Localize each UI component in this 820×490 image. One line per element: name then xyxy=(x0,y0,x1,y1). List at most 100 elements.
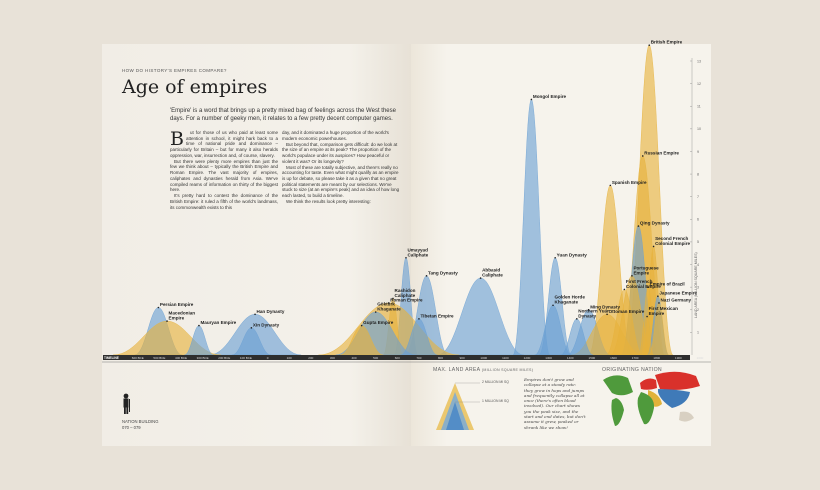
peak-dot-nazi-germany xyxy=(658,302,660,304)
body-paragraph: Most of these are totally subjective, an… xyxy=(282,164,400,199)
label-spanish-empire: Spanish Empire xyxy=(612,180,647,185)
peak-dot-qing-dynasty xyxy=(637,225,640,227)
label-yuan-dynasty: Yuan Dynasty xyxy=(557,252,588,257)
y-tick-label: 13 xyxy=(697,59,701,63)
x-tick-label: 2000 xyxy=(697,356,704,360)
timeline-axis: TIMELINE 600 BCE 500 BCE 400 BCE 300 BCE 200 … xyxy=(103,355,704,360)
x-tick-label: 500 xyxy=(373,356,378,360)
label-ming-dynasty: Ming Dynasty xyxy=(590,304,620,309)
article-intro: 'Empire' is a word that brings up a pret… xyxy=(170,108,396,122)
y-tick-label: 4 xyxy=(697,263,699,267)
x-tick-label: 1600 xyxy=(610,356,617,360)
label-second-french-colonial-empire: Second French Colonial Empire xyxy=(655,236,690,246)
peak-dot-spanish-empire xyxy=(609,184,612,187)
body-paragraph: ut for those of us who paid at least som… xyxy=(170,130,278,158)
y-tick-label: 5 xyxy=(697,240,699,244)
peak-dot-empire-of-brazil xyxy=(647,286,649,288)
peak-dot-abbasid-caliphate xyxy=(479,277,482,279)
peak-dot-british-empire xyxy=(648,44,651,46)
label-qing-dynasty: Qing Dynasty xyxy=(640,221,670,226)
label-northern-yuan-dynasty: Northern Yuan Dynasty xyxy=(578,308,610,318)
y-tick-label: 1 xyxy=(697,331,699,335)
peak-dot-first-mexican-empire xyxy=(646,315,648,318)
label-tang-dynasty: Tang Dynasty xyxy=(428,270,458,275)
body-paragraph: But there were plenty more empires than … xyxy=(170,158,278,193)
origin-title: ORIGINATING NATION xyxy=(602,367,662,373)
y-tick-label: 6 xyxy=(697,218,699,222)
label-tibetan-empire: Tibetan Empire xyxy=(420,313,454,318)
body-paragraph: It's pretty hard to contest the dominanc… xyxy=(170,193,278,210)
label-umayyad-caliphate: Umayyad Caliphate xyxy=(407,247,428,257)
label-british-empire: British Empire xyxy=(651,40,683,45)
peak-dot-mongol-empire xyxy=(530,98,533,101)
peak-dot-rashidon-caliphate xyxy=(392,297,394,300)
peak-dot-roman-empire xyxy=(387,302,390,304)
y-tick-label: 10 xyxy=(697,127,701,131)
legend-graphic xyxy=(102,361,711,430)
timeline-bar xyxy=(103,355,690,360)
x-tick-label: 200 xyxy=(308,356,313,360)
x-tick-label: 1800 xyxy=(653,356,660,360)
x-tick-label: 500 BCE xyxy=(153,356,165,360)
x-tick-label: 1000 xyxy=(480,356,487,360)
x-tick-label: 1900 xyxy=(675,356,682,360)
peak-dot-ming-dynasty xyxy=(587,308,590,311)
x-tick-label: 1100 xyxy=(502,356,509,360)
label-gupta-empire: Gupta Empire xyxy=(363,320,394,325)
peak-dot-second-french-colonial-empire xyxy=(652,245,655,248)
x-tick-label: 1700 xyxy=(632,356,639,360)
peak-dot-gupta-empire xyxy=(360,324,363,327)
x-tick-label: 1300 xyxy=(545,356,552,360)
soldier-icon xyxy=(123,393,130,414)
empire-labels: Persian Empire Macedonian Empire Mauryan Em… xyxy=(157,40,698,329)
x-tick-label: 600 BCE xyxy=(132,356,144,360)
article-kicker: HOW DO HISTORY'S EMPIRES COMPARE? xyxy=(122,68,227,73)
x-tick-label: 900 xyxy=(460,356,465,360)
y-tick-label: 11 xyxy=(697,105,701,109)
world-map-icon xyxy=(603,371,700,426)
legend-note: Empires don't grow and collapse at a ste… xyxy=(524,377,586,430)
x-tick-label: 600 xyxy=(395,356,400,360)
peak-dot-umayyad-caliphate xyxy=(405,256,407,259)
y-tick-label: 2 xyxy=(697,308,699,312)
label-portuguese-empire: Portuguese Empire xyxy=(633,265,659,275)
x-tick-label: 400 BCE xyxy=(175,356,187,360)
label-mongol-empire: Mongol Empire xyxy=(533,94,567,99)
x-tick-label: 1400 xyxy=(567,356,574,360)
body-paragraph: day, and it dominated a huge proportion … xyxy=(282,130,389,141)
body-column-1: B ut for those of us who paid at least s… xyxy=(170,130,278,210)
x-tick-label: 700 xyxy=(416,356,421,360)
label-empire-of-brazil: Empire of Brazil xyxy=(650,282,685,287)
y-tick-label: 3 xyxy=(697,285,699,289)
label-nazi-germany: Nazi Germany xyxy=(660,297,691,302)
x-tick-label: 200 BCE xyxy=(218,356,230,360)
y-tick-label: 9 xyxy=(697,150,699,154)
x-tick-label: 100 BCE xyxy=(240,356,252,360)
label-first-french-colonial-empire: First French Colonial Empire xyxy=(626,279,661,289)
x-tick-label: 400 xyxy=(352,356,357,360)
peak-dot-g-kt-rk-khaganate xyxy=(374,311,377,313)
peak-dot-mauryan-empire xyxy=(198,324,200,327)
x-tick-label: 100 xyxy=(287,356,292,360)
y-tick-label: 8 xyxy=(697,172,699,176)
label-golden-horde-khaganate: Golden Horde Khaganate xyxy=(555,295,586,305)
peak-dot-northern-yuan-dynasty xyxy=(576,318,578,320)
x-tick-label: 1500 xyxy=(589,356,596,360)
drop-cap: B xyxy=(170,128,184,150)
x-tick-label: 300 xyxy=(330,356,335,360)
legend-mark-2: 2 MILLION MI SQ xyxy=(482,380,509,384)
label-abbasid-caliphate: Abbasid Caliphate xyxy=(482,268,503,278)
left-page xyxy=(102,44,411,446)
label-rashidon-caliphate: Rashidon Caliphate xyxy=(395,288,416,298)
x-tick-label: 800 xyxy=(438,356,443,360)
x-tick-label: 300 BCE xyxy=(197,356,209,360)
peak-dot-portuguese-empire xyxy=(631,275,633,277)
peak-dot-persian-empire xyxy=(157,306,160,309)
section-name: NATION BUILDING xyxy=(122,419,159,424)
peak-dot-macedonian-empire xyxy=(166,320,168,322)
label-xin-dynasty: Xin Dynasty xyxy=(253,322,280,327)
y-tick-label: 7 xyxy=(697,195,699,199)
article-title: Age of empires xyxy=(122,76,268,98)
